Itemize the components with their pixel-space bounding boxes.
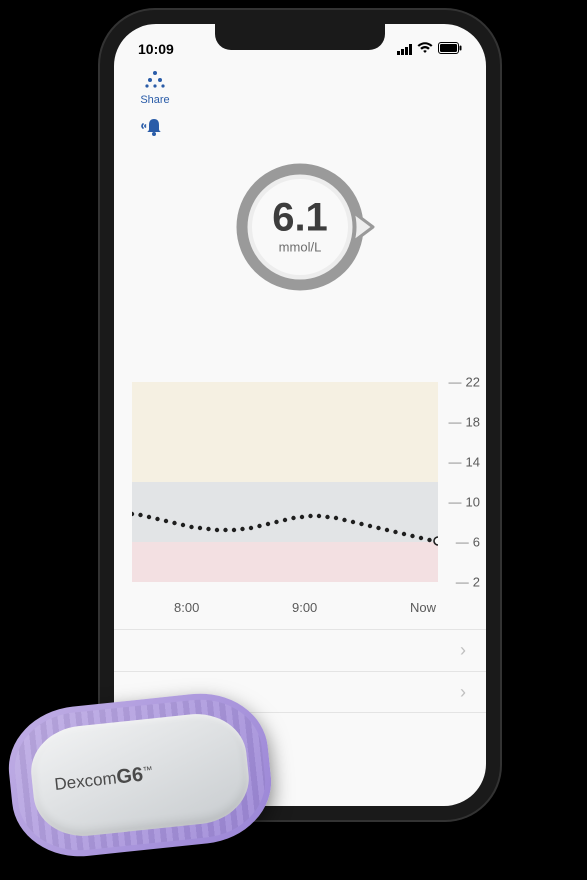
chart-xtick: 9:00: [292, 600, 317, 615]
share-icon: [144, 70, 166, 92]
list-row[interactable]: ›: [114, 629, 486, 671]
glucose-unit: mmol/L: [272, 239, 328, 254]
chart-ytick: 10: [449, 495, 480, 510]
chart-ytick: 18: [449, 415, 480, 430]
chart-ytick: 6: [456, 535, 480, 550]
chart-ytick: 2: [456, 575, 480, 590]
signal-icon: [397, 44, 412, 55]
glucose-value: 6.1: [272, 197, 328, 237]
dexcom-device: DexcomG6™: [3, 687, 277, 863]
wifi-icon: [417, 41, 433, 57]
share-label: Share: [140, 94, 169, 106]
chevron-right-icon: ›: [460, 640, 466, 661]
status-time: 10:09: [138, 41, 174, 57]
chart-ytick: 14: [449, 455, 480, 470]
share-button[interactable]: Share: [136, 70, 174, 106]
glucose-series: [132, 382, 438, 582]
screen: 10:09: [114, 24, 486, 806]
status-right: [397, 41, 462, 57]
chart-xtick: 8:00: [174, 600, 199, 615]
chart-x-axis: 8:00 9:00 Now: [114, 592, 486, 615]
device-brand: DexcomG6™: [53, 762, 154, 795]
chevron-right-icon: ›: [460, 682, 466, 703]
glucose-chart[interactable]: 2218141062: [114, 382, 486, 592]
bell-icon: [140, 121, 166, 143]
glucose-gauge: 6.1 mmol/L: [114, 152, 486, 302]
chart-ytick: 22: [449, 375, 480, 390]
app-header: Share: [114, 64, 486, 144]
chart-xtick: Now: [410, 600, 436, 615]
notch: [215, 24, 385, 50]
battery-icon: [438, 41, 462, 57]
alerts-button[interactable]: [136, 116, 464, 144]
